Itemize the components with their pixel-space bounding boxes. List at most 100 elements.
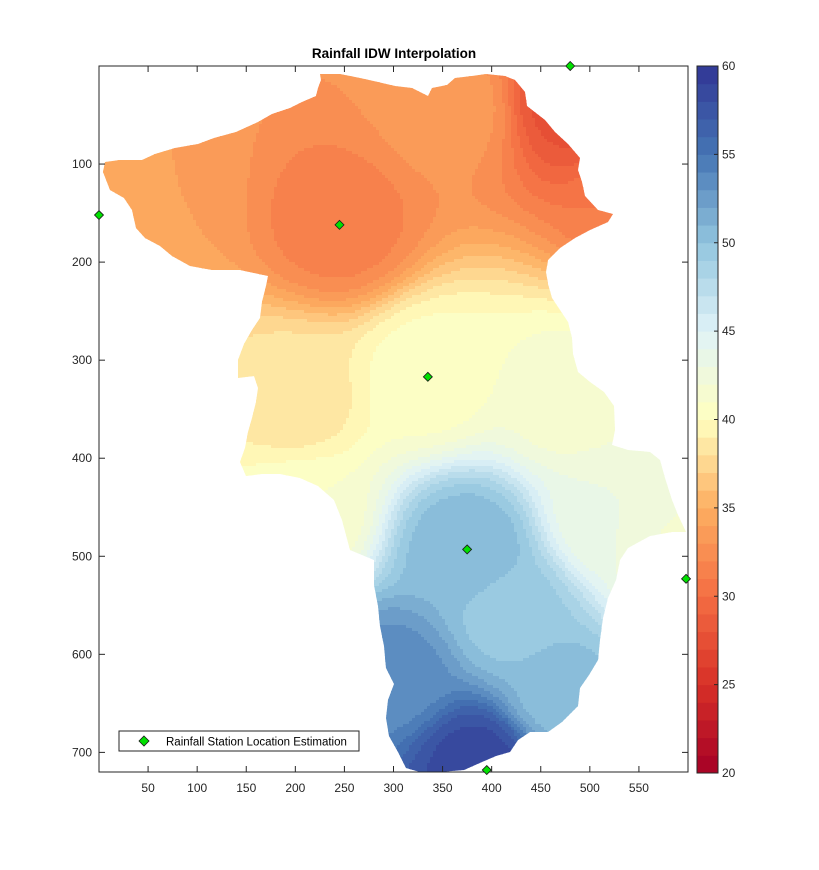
surface-cell: [283, 127, 287, 131]
surface-cell: [493, 97, 497, 101]
surface-cell: [250, 139, 254, 143]
surface-cell: [322, 115, 326, 119]
surface-cell: [442, 97, 446, 101]
surface-cell: [376, 94, 380, 98]
surface-cell: [322, 109, 326, 113]
surface-cell: [442, 127, 446, 131]
surface-cell: [541, 124, 545, 128]
surface-cell: [325, 115, 329, 119]
surface-cell: [340, 109, 344, 113]
surface-cell: [451, 115, 455, 119]
surface-cell: [244, 127, 248, 131]
surface-cell: [340, 79, 344, 83]
surface-cell: [496, 121, 500, 125]
surface-cell: [373, 82, 377, 86]
surface-cell: [460, 112, 464, 116]
surface-cell: [451, 118, 455, 122]
surface-cell: [529, 109, 533, 113]
surface-cell: [517, 106, 521, 110]
surface-cell: [412, 109, 416, 113]
surface-cell: [505, 94, 509, 98]
surface-cell: [286, 130, 290, 134]
surface-cell: [367, 82, 371, 86]
surface-cell: [262, 124, 266, 128]
surface-cell: [388, 100, 392, 104]
surface-cell: [337, 88, 341, 92]
surface-cell: [340, 118, 344, 122]
surface-cell: [508, 97, 512, 101]
surface-cell: [397, 136, 401, 140]
surface-cell: [382, 130, 386, 134]
surface-cell: [502, 121, 506, 125]
surface-cell: [433, 118, 437, 122]
surface-cell: [529, 121, 533, 125]
surface-cell: [340, 88, 344, 92]
surface-cell: [388, 133, 392, 137]
surface-cell: [247, 127, 251, 131]
surface-cell: [226, 133, 230, 137]
surface-cell: [451, 109, 455, 113]
surface-cell: [451, 121, 455, 125]
surface-cell: [412, 121, 416, 125]
surface-cell: [424, 130, 428, 134]
surface-cell: [379, 82, 383, 86]
surface-cell: [529, 115, 533, 119]
surface-cell: [688, 124, 692, 128]
surface-cell: [391, 97, 395, 101]
surface-cell: [319, 85, 323, 89]
surface-cell: [322, 79, 326, 83]
surface-cell: [331, 106, 335, 110]
surface-cell: [439, 115, 443, 119]
surface-cell: [334, 109, 338, 113]
surface-cell: [400, 85, 404, 89]
surface-cell: [490, 97, 494, 101]
surface-cell: [529, 136, 533, 140]
surface-cell: [499, 130, 503, 134]
surface-cell: [436, 103, 440, 107]
surface-cell: [358, 100, 362, 104]
surface-cell: [457, 82, 461, 86]
surface-cell: [427, 127, 431, 131]
surface-cell: [478, 91, 482, 95]
surface-cell: [505, 82, 509, 86]
surface-cell: [325, 118, 329, 122]
surface-cell: [508, 82, 512, 86]
surface-cell: [397, 88, 401, 92]
surface-cell: [415, 136, 419, 140]
surface-cell: [364, 91, 368, 95]
surface-cell: [343, 106, 347, 110]
surface-cell: [295, 115, 299, 119]
surface-cell: [415, 91, 419, 95]
surface-cell: [331, 109, 335, 113]
surface-cell: [445, 109, 449, 113]
surface-cell: [277, 124, 281, 128]
surface-cell: [499, 103, 503, 107]
surface-cell: [424, 124, 428, 128]
surface-cell: [412, 106, 416, 110]
surface-cell: [343, 124, 347, 128]
surface-cell: [487, 88, 491, 92]
surface-cell: [409, 115, 413, 119]
surface-cell: [406, 97, 410, 101]
surface-cell: [343, 115, 347, 119]
surface-cell: [433, 91, 437, 95]
surface-cell: [358, 85, 362, 89]
surface-cell: [337, 94, 341, 98]
surface-cell: [340, 74, 344, 77]
surface-cell: [346, 106, 350, 110]
surface-cell: [382, 112, 386, 116]
surface-cell: [439, 94, 443, 98]
surface-cell: [496, 74, 500, 77]
surface-cell: [295, 124, 299, 128]
surface-cell: [301, 130, 305, 134]
surface-cell: [550, 130, 554, 134]
surface-cell: [274, 112, 278, 116]
surface-cell: [334, 97, 338, 101]
surface-cell: [391, 118, 395, 122]
surface-cell: [418, 91, 422, 95]
surface-cell: [289, 109, 293, 113]
surface-cell: [472, 76, 476, 80]
surface-cell: [688, 109, 692, 113]
surface-cell: [472, 133, 476, 137]
surface-cell: [457, 115, 461, 119]
